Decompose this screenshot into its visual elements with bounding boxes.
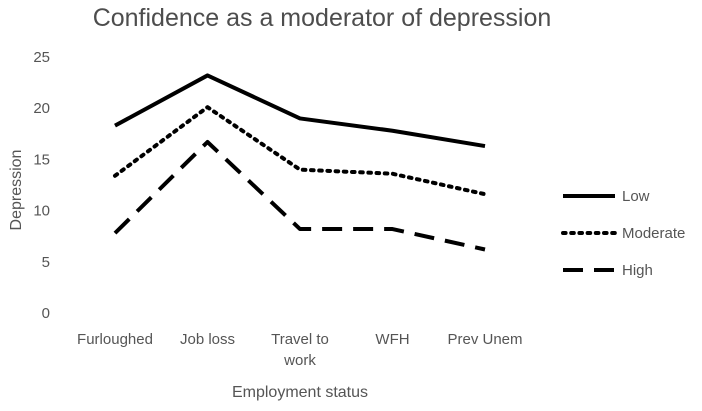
y-tick-label: 10 (33, 203, 50, 220)
legend: Low Moderate High (561, 188, 685, 279)
x-tick-label: Job loss (180, 331, 235, 348)
x-tick-label: Prev Unem (447, 331, 522, 348)
series-line-low (114, 73, 486, 149)
x-tick-label: WFH (375, 331, 409, 348)
series-layer (113, 73, 487, 252)
legend-label-low: Low (622, 188, 650, 205)
y-axis: 0 5 10 15 20 25 (33, 49, 50, 322)
y-tick-label: 15 (33, 151, 50, 168)
x-axis-title: Employment status (232, 384, 368, 401)
legend-label-high: High (622, 262, 653, 279)
series-line-high (113, 139, 486, 252)
series-line-moderate (113, 105, 487, 197)
y-tick-label: 0 (42, 305, 50, 322)
chart-title: Confidence as a moderator of depression (93, 4, 552, 32)
x-tick-label: Furloughed (77, 331, 153, 348)
y-tick-label: 20 (33, 100, 50, 117)
y-tick-label: 5 (42, 254, 50, 271)
legend-label-moderate: Moderate (622, 225, 685, 242)
x-tick-label: Travel to work (271, 331, 329, 369)
y-tick-label: 25 (33, 49, 50, 66)
x-axis: Furloughed Job loss Travel to work WFH Prev U… (77, 331, 522, 369)
y-axis-title: Depression (8, 150, 25, 231)
